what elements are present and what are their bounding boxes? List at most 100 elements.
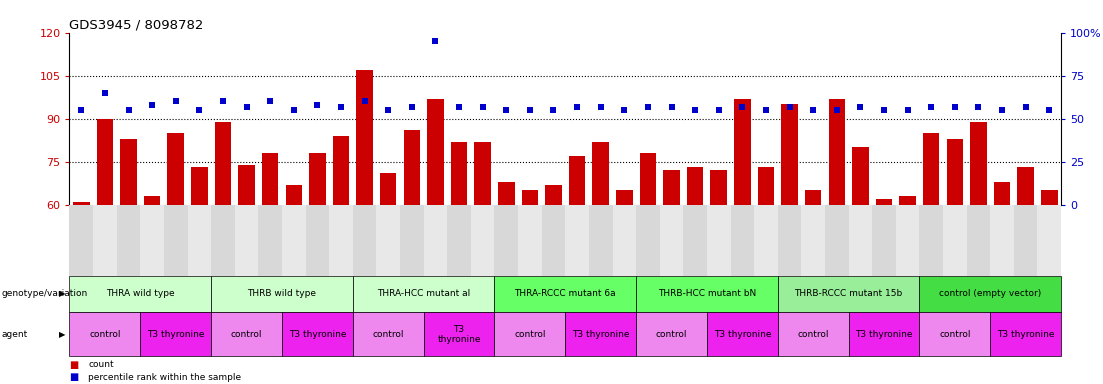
Bar xyxy=(427,99,443,205)
Point xyxy=(710,107,728,113)
Bar xyxy=(687,167,704,205)
Text: T3 thyronine: T3 thyronine xyxy=(572,330,630,339)
Point xyxy=(73,107,90,113)
Point xyxy=(1017,104,1035,110)
Point xyxy=(474,104,492,110)
Text: GDS3945 / 8098782: GDS3945 / 8098782 xyxy=(69,18,204,31)
Bar xyxy=(899,196,915,205)
Point xyxy=(875,107,892,113)
Point xyxy=(521,107,538,113)
Bar xyxy=(1041,190,1058,205)
Bar xyxy=(474,142,491,205)
Point xyxy=(403,104,420,110)
Point xyxy=(899,107,917,113)
Bar xyxy=(286,185,302,205)
Text: T3
thyronine: T3 thyronine xyxy=(437,324,481,344)
Text: T3 thyronine: T3 thyronine xyxy=(714,330,771,339)
Bar xyxy=(73,202,89,205)
Text: ■: ■ xyxy=(69,372,78,382)
Bar xyxy=(120,139,137,205)
Bar xyxy=(356,70,373,205)
Point xyxy=(993,107,1010,113)
Text: T3 thyronine: T3 thyronine xyxy=(289,330,346,339)
Point xyxy=(450,104,468,110)
Bar xyxy=(404,130,420,205)
Point xyxy=(852,104,869,110)
Text: control: control xyxy=(656,330,687,339)
Text: genotype/variation: genotype/variation xyxy=(1,290,87,298)
Point xyxy=(568,104,586,110)
Text: THRB-HCC mutant bN: THRB-HCC mutant bN xyxy=(657,290,756,298)
Point xyxy=(285,107,302,113)
Bar xyxy=(710,170,727,205)
Bar xyxy=(758,167,774,205)
Bar xyxy=(497,182,514,205)
Text: THRB-RCCC mutant 15b: THRB-RCCC mutant 15b xyxy=(794,290,902,298)
Text: ▶: ▶ xyxy=(58,330,65,339)
Point xyxy=(781,104,799,110)
Text: THRA-RCCC mutant 6a: THRA-RCCC mutant 6a xyxy=(514,290,617,298)
Point xyxy=(615,107,633,113)
Text: T3 thyronine: T3 thyronine xyxy=(855,330,913,339)
Point xyxy=(1040,107,1058,113)
Bar xyxy=(828,99,845,205)
Bar xyxy=(333,136,350,205)
Bar xyxy=(545,185,561,205)
Point xyxy=(238,104,256,110)
Text: THRB wild type: THRB wild type xyxy=(247,290,317,298)
Point xyxy=(120,107,138,113)
Text: control: control xyxy=(373,330,404,339)
Point xyxy=(592,104,610,110)
Text: control: control xyxy=(89,330,120,339)
Bar xyxy=(168,133,184,205)
Bar xyxy=(143,196,160,205)
Bar xyxy=(853,147,869,205)
Text: control: control xyxy=(231,330,263,339)
Point xyxy=(828,107,846,113)
Point xyxy=(663,104,681,110)
Text: THRA wild type: THRA wild type xyxy=(106,290,174,298)
Bar xyxy=(735,99,751,205)
Bar xyxy=(451,142,468,205)
Point xyxy=(757,107,774,113)
Point xyxy=(96,90,114,96)
Point xyxy=(733,104,751,110)
Text: control (empty vector): control (empty vector) xyxy=(939,290,1041,298)
Text: control: control xyxy=(939,330,971,339)
Text: count: count xyxy=(88,360,114,369)
Point xyxy=(143,102,161,108)
Text: percentile rank within the sample: percentile rank within the sample xyxy=(88,372,242,382)
Bar xyxy=(663,170,679,205)
Bar xyxy=(379,173,396,205)
Bar xyxy=(522,190,538,205)
Point xyxy=(332,104,350,110)
Bar xyxy=(261,153,278,205)
Point xyxy=(804,107,822,113)
Point xyxy=(427,38,445,44)
Text: THRA-HCC mutant al: THRA-HCC mutant al xyxy=(377,290,470,298)
Text: agent: agent xyxy=(1,330,28,339)
Bar xyxy=(97,119,114,205)
Point xyxy=(261,98,279,104)
Point xyxy=(309,102,326,108)
Bar xyxy=(191,167,207,205)
Bar xyxy=(617,190,633,205)
Point xyxy=(545,107,563,113)
Text: T3 thyronine: T3 thyronine xyxy=(997,330,1054,339)
Bar xyxy=(923,133,940,205)
Bar xyxy=(640,153,656,205)
Bar xyxy=(1017,167,1034,205)
Bar xyxy=(238,164,255,205)
Point xyxy=(379,107,397,113)
Point xyxy=(946,104,964,110)
Point xyxy=(970,104,987,110)
Point xyxy=(922,104,940,110)
Point xyxy=(214,98,232,104)
Point xyxy=(167,98,184,104)
Bar xyxy=(876,199,892,205)
Point xyxy=(191,107,208,113)
Text: control: control xyxy=(514,330,546,339)
Point xyxy=(639,104,656,110)
Text: ▶: ▶ xyxy=(58,290,65,298)
Bar xyxy=(946,139,963,205)
